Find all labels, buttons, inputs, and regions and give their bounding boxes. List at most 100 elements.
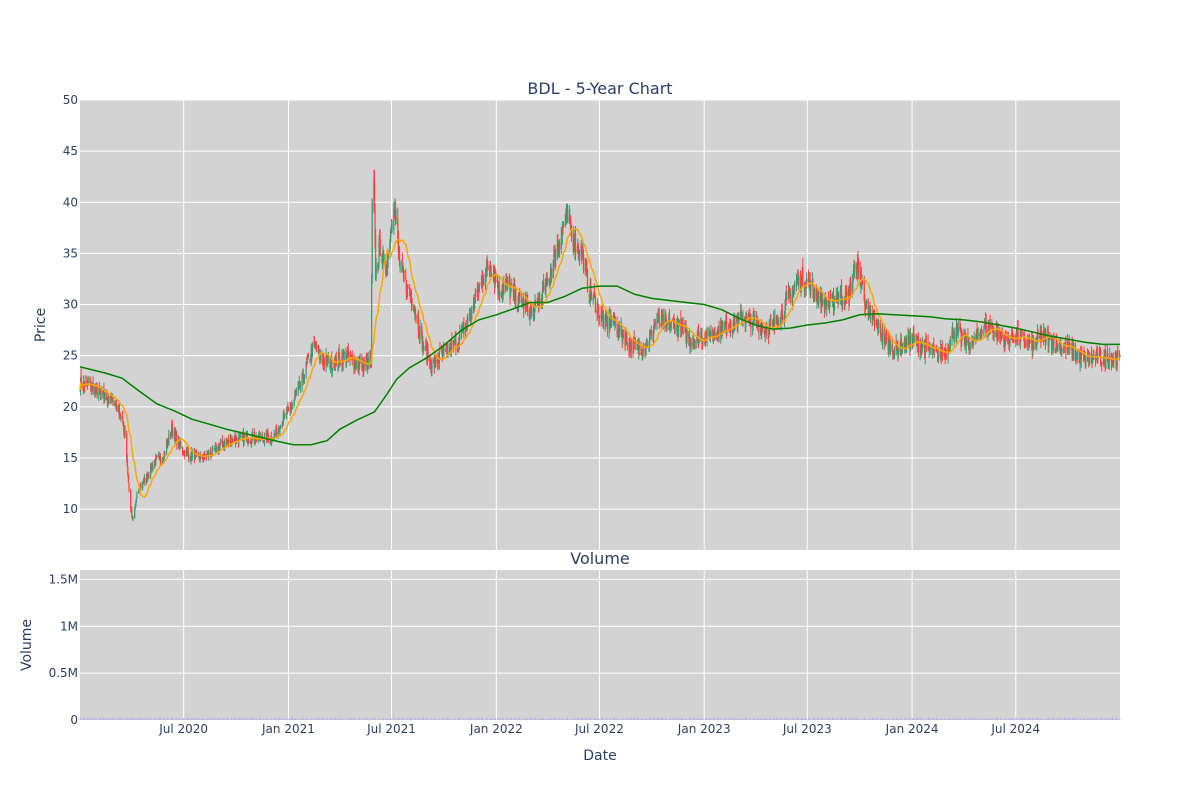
volume-bar [326,718,328,720]
volume-bar [1100,718,1102,720]
candle-body [824,294,827,300]
candle-body [484,274,487,284]
volume-bar [1048,718,1050,720]
date-tick-label: Jan 2024 [885,722,939,736]
candle-body [124,429,126,435]
volume-bar [1084,718,1086,720]
volume-bar [538,718,540,720]
volume-bar [498,718,500,720]
volume-bar [680,718,682,720]
volume-bar [1003,718,1005,720]
candle-body [658,313,660,315]
candle-body [144,478,146,483]
volume-bar [913,718,915,720]
candle-body [331,368,333,372]
candle-body [1001,335,1003,339]
candle-body [409,294,411,296]
candle-body [690,342,692,347]
volume-bar [606,718,608,720]
volume-bar [855,717,857,720]
volume-bar [777,719,779,720]
candle-body [517,294,520,307]
volume-bar [1116,718,1118,720]
volume-bar [180,719,182,720]
candle-body [382,249,384,262]
volume-bar [256,718,258,720]
volume-bar [1104,718,1106,720]
candle-body [335,355,337,358]
volume-bar [466,718,468,720]
volume-bar [811,719,813,720]
volume-bar [1003,719,1005,721]
candle-body [1086,353,1089,360]
volume-bar [377,719,379,721]
volume-bar [896,719,898,720]
volume-bar [131,717,133,720]
volume-bar [961,719,963,720]
volume-bar [135,718,137,720]
volume-bar [386,718,388,720]
volume-bar [597,719,599,720]
volume-bar [329,718,331,720]
volume-bar [232,718,234,720]
volume-bar [363,717,365,720]
candle-body [786,297,788,300]
volume-bar [622,718,624,720]
candle-body [947,344,950,352]
volume-bar [678,719,680,720]
volume-bar [104,718,105,720]
volume-bar [389,718,391,720]
volume-bar [1059,718,1061,720]
volume-bar [784,718,786,720]
candle-body [732,328,734,333]
candle-body [656,319,659,322]
volume-bar [580,717,582,720]
candle-body [700,334,702,336]
candle-body [345,352,347,363]
candle-body [535,300,537,303]
candle-body [299,384,302,389]
volume-bar [726,719,728,720]
volume-bar [1029,717,1031,720]
candle-body [533,306,536,319]
candle-body [339,357,341,364]
candle-body [937,354,939,363]
volume-bar [1021,719,1022,720]
volume-bar [535,718,537,720]
volume-bar [832,717,834,720]
volume-bar [677,719,679,720]
volume-bar [224,718,226,720]
volume-bar [398,717,400,720]
volume-bar [686,718,688,720]
candle-body [597,304,599,306]
volume-bar [178,718,180,720]
candle-body [1024,342,1026,345]
volume-bar [1028,718,1030,720]
candle-body [201,455,204,459]
volume-bar [110,718,112,720]
volume-bar [257,719,259,720]
volume-bar [108,719,109,720]
volume-bar [587,719,588,720]
volume-bar [908,718,910,720]
volume-bar [1072,718,1074,720]
volume-bar [260,719,261,720]
candle-body [135,502,137,507]
volume-bar [281,718,283,720]
candle-body [991,325,994,329]
candle-body [625,338,627,346]
volume-bar [768,719,770,721]
volume-bar [370,719,371,721]
candle-body [572,232,574,247]
volume-bar [381,718,383,720]
candle-body [983,330,985,332]
volume-bar [854,717,856,720]
volume-bar [1019,718,1021,720]
candle-body [413,307,415,312]
volume-bar [1080,718,1082,720]
candle-body [745,319,747,327]
volume-bar [139,717,141,720]
volume-bar [346,719,347,720]
candle-body [168,434,170,444]
candle-body [136,493,138,498]
